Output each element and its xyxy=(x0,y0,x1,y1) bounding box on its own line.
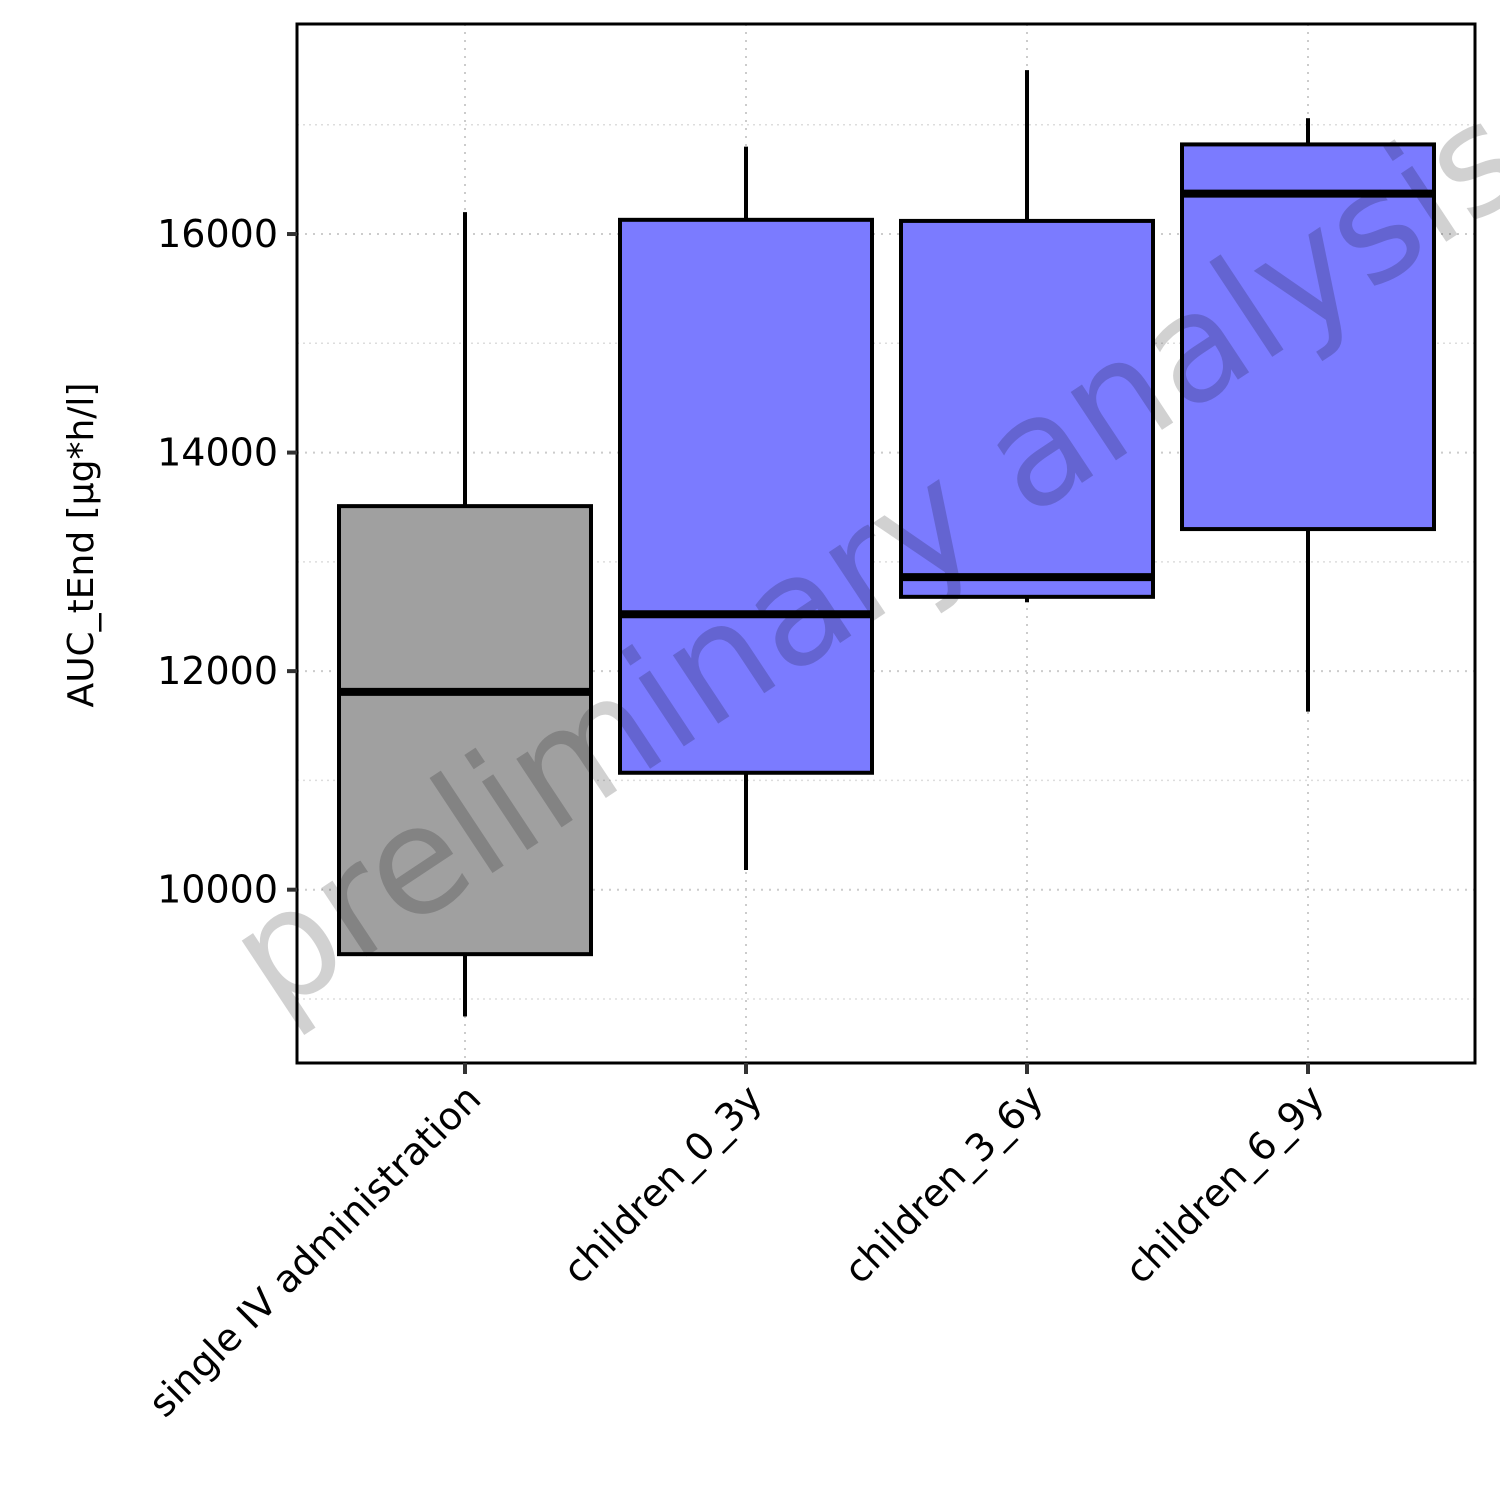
box-children-3-6y xyxy=(899,218,1155,599)
y-tick-label: 16000 xyxy=(157,212,278,256)
x-tick-label: children_6_9y xyxy=(1116,1076,1332,1292)
y-tick-label: 12000 xyxy=(157,649,278,693)
y-tick-label: 14000 xyxy=(157,431,278,475)
x-axis: single IV administration children_0_3y chi… xyxy=(140,1063,1332,1425)
x-tick-label: children_3_6y xyxy=(835,1076,1051,1292)
box-children-6-9y xyxy=(1180,142,1436,532)
y-axis-label: AUC_tEnd [µg*h/l] xyxy=(61,383,102,708)
plot-frame xyxy=(295,22,1477,1065)
y-tick-label: 10000 xyxy=(157,868,278,912)
box-children-0-3y xyxy=(618,217,874,775)
box-single-iv-administration xyxy=(337,504,593,957)
boxes xyxy=(337,70,1436,1017)
x-tick-label: single IV administration xyxy=(140,1076,489,1425)
x-tick-label: children_0_3y xyxy=(554,1076,770,1292)
y-axis: 10000 12000 14000 16000 xyxy=(157,212,297,912)
